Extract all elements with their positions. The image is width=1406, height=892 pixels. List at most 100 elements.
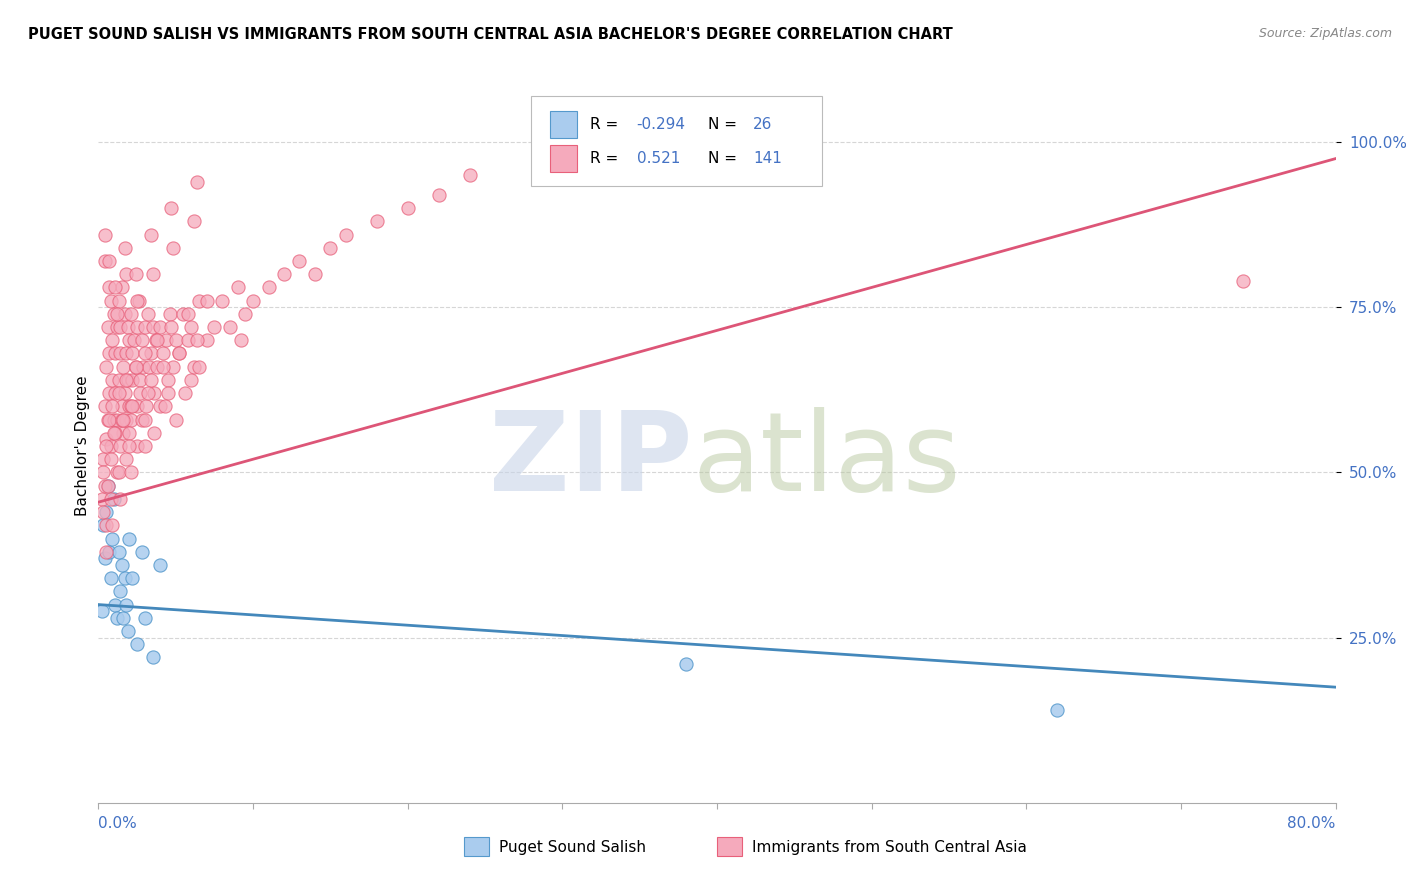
Point [195, 333, 218, 347]
Point [186, 333, 208, 347]
Point [146, 333, 169, 347]
Text: ZIP: ZIP [489, 407, 692, 514]
Point [115, 598, 138, 612]
Point [675, 657, 697, 671]
Point [167, 346, 190, 360]
Point [120, 400, 142, 414]
Point [157, 386, 180, 401]
Point [167, 346, 190, 360]
Point [115, 412, 138, 426]
Point [96, 433, 118, 447]
Point [139, 227, 162, 242]
Point [134, 412, 156, 426]
Point [188, 359, 211, 374]
Point [138, 359, 160, 374]
Point [111, 558, 132, 572]
Point [134, 439, 156, 453]
Point [98, 545, 121, 559]
Point [229, 333, 252, 347]
Point [233, 307, 257, 321]
Text: R =: R = [589, 151, 623, 166]
Point [186, 175, 208, 189]
Point [93, 551, 115, 566]
Point [152, 346, 174, 360]
Point [98, 412, 121, 426]
Point [458, 168, 481, 182]
Point [174, 386, 197, 401]
Point [101, 373, 124, 387]
Point [157, 373, 180, 387]
Point [136, 307, 159, 321]
Point [127, 439, 149, 453]
Point [145, 333, 167, 347]
Point [103, 491, 125, 506]
Point [101, 333, 124, 347]
Point [366, 214, 388, 228]
Point [273, 267, 295, 281]
Point [104, 386, 127, 401]
Point [134, 346, 156, 360]
Point [118, 425, 141, 440]
Point [111, 412, 132, 426]
Point [153, 400, 176, 414]
Point [149, 400, 172, 414]
Point [107, 373, 129, 387]
Point [91, 518, 114, 533]
Text: -0.294: -0.294 [637, 117, 686, 132]
Point [108, 320, 131, 334]
Point [112, 425, 135, 440]
Point [103, 307, 125, 321]
Point [127, 320, 149, 334]
Point [149, 320, 172, 334]
Point [120, 466, 142, 480]
Point [112, 359, 135, 374]
Point [141, 267, 165, 281]
Point [96, 518, 118, 533]
Point [112, 611, 135, 625]
Point [120, 412, 142, 426]
Point [427, 188, 450, 202]
Point [128, 293, 150, 308]
Text: Puget Sound Salish: Puget Sound Salish [499, 840, 647, 855]
Point [105, 611, 128, 625]
Point [152, 359, 174, 374]
Point [127, 400, 149, 414]
Point [97, 320, 120, 334]
Point [96, 505, 118, 519]
Point [304, 267, 326, 281]
Point [100, 452, 122, 467]
Point [127, 293, 149, 308]
Text: PUGET SOUND SALISH VS IMMIGRANTS FROM SOUTH CENTRAL ASIA BACHELOR'S DEGREE CORRE: PUGET SOUND SALISH VS IMMIGRANTS FROM SO… [28, 27, 953, 42]
Point [108, 491, 131, 506]
Y-axis label: Bachelor's Degree: Bachelor's Degree [75, 376, 90, 516]
FancyBboxPatch shape [531, 96, 823, 186]
Point [96, 439, 118, 453]
Point [162, 359, 184, 374]
Point [288, 254, 311, 268]
Point [127, 637, 149, 651]
Point [114, 386, 136, 401]
Point [141, 320, 165, 334]
Point [96, 359, 118, 374]
Point [100, 293, 122, 308]
Point [131, 333, 153, 347]
Point [177, 333, 200, 347]
Point [121, 400, 143, 414]
Point [105, 466, 128, 480]
Point [108, 346, 131, 360]
Point [139, 373, 162, 387]
Point [146, 359, 169, 374]
Point [112, 412, 135, 426]
Point [117, 373, 139, 387]
Point [101, 518, 124, 533]
Point [107, 293, 129, 308]
Point [117, 624, 139, 638]
Point [93, 227, 115, 242]
Point [104, 598, 127, 612]
Point [120, 307, 142, 321]
Point [104, 280, 127, 294]
Point [117, 320, 139, 334]
Point [396, 201, 419, 215]
Point [124, 359, 146, 374]
Text: 0.0%: 0.0% [98, 816, 138, 831]
